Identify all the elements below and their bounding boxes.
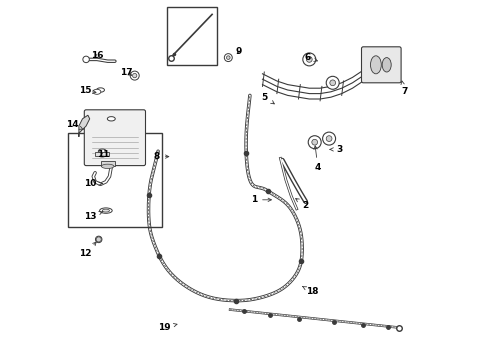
Circle shape <box>325 136 331 141</box>
Ellipse shape <box>100 208 112 213</box>
Ellipse shape <box>382 58 390 72</box>
Circle shape <box>329 80 335 86</box>
Text: 12: 12 <box>79 242 96 258</box>
Ellipse shape <box>101 164 114 168</box>
Circle shape <box>96 237 101 242</box>
Ellipse shape <box>102 209 109 212</box>
Text: 6: 6 <box>304 53 317 62</box>
FancyBboxPatch shape <box>84 110 145 166</box>
Text: 2: 2 <box>295 198 308 210</box>
Text: 5: 5 <box>261 93 274 104</box>
Ellipse shape <box>226 56 230 59</box>
Text: 9: 9 <box>235 47 242 56</box>
Text: 17: 17 <box>120 68 133 77</box>
Text: 11: 11 <box>97 150 109 159</box>
FancyBboxPatch shape <box>361 47 400 83</box>
Text: 16: 16 <box>91 51 104 60</box>
Circle shape <box>325 76 339 89</box>
Ellipse shape <box>93 89 101 94</box>
Ellipse shape <box>132 73 137 78</box>
Text: 1: 1 <box>250 195 271 204</box>
Ellipse shape <box>107 117 115 121</box>
Text: 13: 13 <box>84 211 102 220</box>
Ellipse shape <box>224 54 232 62</box>
Bar <box>167 7 217 65</box>
Bar <box>68 133 162 227</box>
Text: 4: 4 <box>313 146 321 172</box>
Ellipse shape <box>98 153 106 157</box>
Polygon shape <box>79 115 89 137</box>
Circle shape <box>307 136 321 149</box>
Bar <box>101 161 115 166</box>
Circle shape <box>302 53 315 66</box>
Ellipse shape <box>95 236 102 243</box>
Text: 10: 10 <box>84 179 102 188</box>
Bar <box>95 152 109 156</box>
Text: 3: 3 <box>329 145 342 154</box>
Circle shape <box>306 57 311 62</box>
Text: 18: 18 <box>302 287 318 296</box>
Circle shape <box>322 132 335 145</box>
Text: 15: 15 <box>79 86 96 95</box>
Text: 19: 19 <box>158 323 177 332</box>
Ellipse shape <box>370 56 381 74</box>
Ellipse shape <box>82 56 89 63</box>
Ellipse shape <box>130 71 139 80</box>
Text: 8: 8 <box>153 152 168 161</box>
Text: 14: 14 <box>65 120 83 130</box>
Text: 7: 7 <box>400 81 407 96</box>
Ellipse shape <box>98 149 106 153</box>
Ellipse shape <box>96 88 104 92</box>
Circle shape <box>311 139 317 145</box>
